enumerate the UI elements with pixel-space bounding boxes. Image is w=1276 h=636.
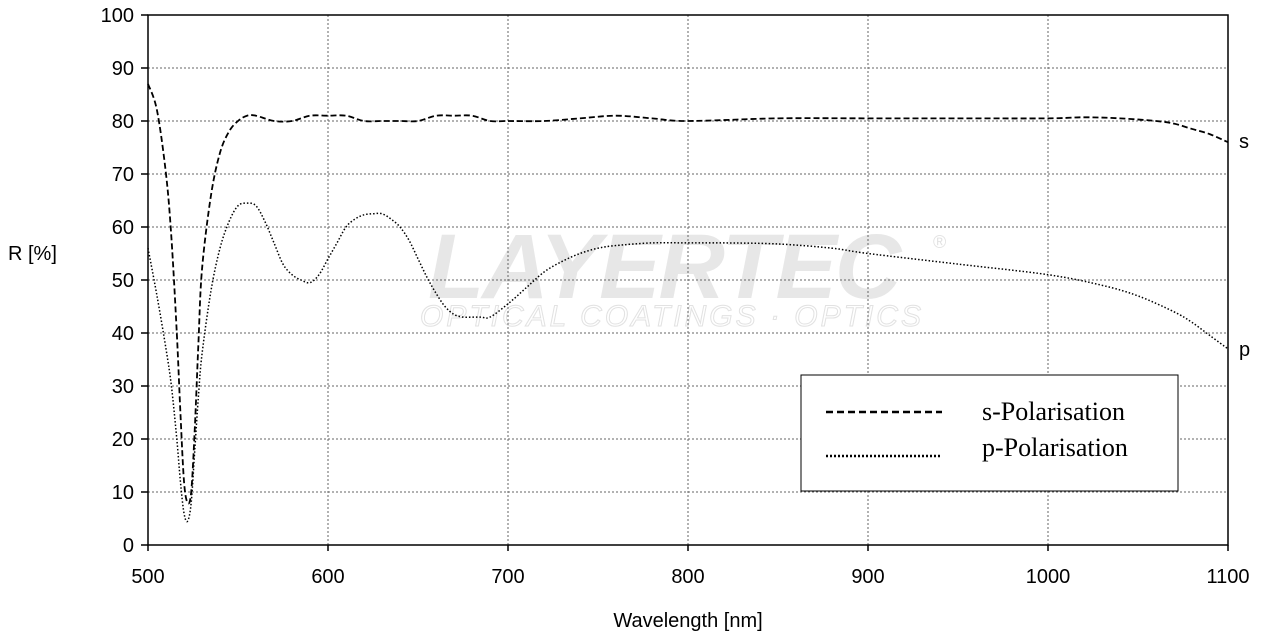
y-tick-label: 30 xyxy=(112,376,134,398)
legend-label-s: s-Polarisation xyxy=(982,397,1125,426)
y-tick-label: 100 xyxy=(101,5,134,27)
legend: s-Polarisation p-Polarisation xyxy=(800,374,1179,492)
y-tick-label: 80 xyxy=(112,111,134,133)
y-axis-title: R [%] xyxy=(8,243,57,265)
series-end-label-p: p xyxy=(1239,339,1250,361)
y-tick-label: 60 xyxy=(112,217,134,239)
x-tick-label: 1100 xyxy=(1206,566,1249,588)
x-tick-label: 600 xyxy=(311,566,344,588)
x-axis-title: Wavelength [nm] xyxy=(613,610,762,632)
y-tick-label: 0 xyxy=(123,535,134,557)
y-tick-label: 50 xyxy=(112,270,134,292)
legend-label-p: p-Polarisation xyxy=(982,433,1128,462)
x-tick-label: 800 xyxy=(671,566,704,588)
series-end-label-s: s xyxy=(1239,131,1249,153)
y-tick-label: 20 xyxy=(112,429,134,451)
watermark-brand: LAYERTEC xyxy=(428,216,903,318)
series-line-s xyxy=(147,83,1229,505)
x-tick-label: 900 xyxy=(851,566,884,588)
series-layer xyxy=(147,83,1229,523)
x-tick-label: 1000 xyxy=(1026,566,1071,588)
y-tick-label: 70 xyxy=(112,164,134,186)
y-tick-label: 90 xyxy=(112,58,134,80)
x-tick-label: 500 xyxy=(131,566,164,588)
y-tick-label: 10 xyxy=(112,482,134,504)
y-axis-ticks: 0 10 20 30 40 50 60 70 80 90 100 xyxy=(101,5,148,557)
watermark: LAYERTEC ® OPTICAL COATINGS · OPTICS xyxy=(420,216,947,334)
watermark-tagline: OPTICAL COATINGS · OPTICS xyxy=(420,300,924,333)
legend-box xyxy=(800,374,1179,492)
x-tick-label: 700 xyxy=(491,566,524,588)
x-axis-ticks: 500 600 700 800 900 1000 1100 xyxy=(131,545,1250,588)
y-tick-label: 40 xyxy=(112,323,134,345)
watermark-registered-mark: ® xyxy=(933,232,946,252)
